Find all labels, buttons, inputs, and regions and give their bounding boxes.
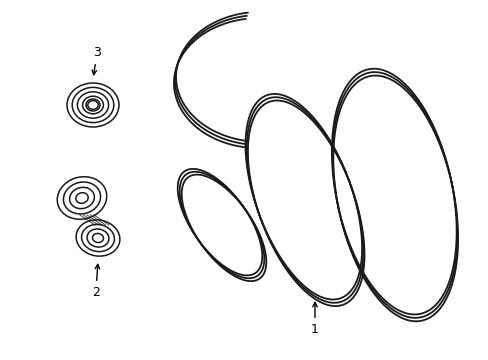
Text: 3: 3 [92,46,101,75]
Text: 2: 2 [92,264,100,299]
Text: 1: 1 [310,302,318,336]
